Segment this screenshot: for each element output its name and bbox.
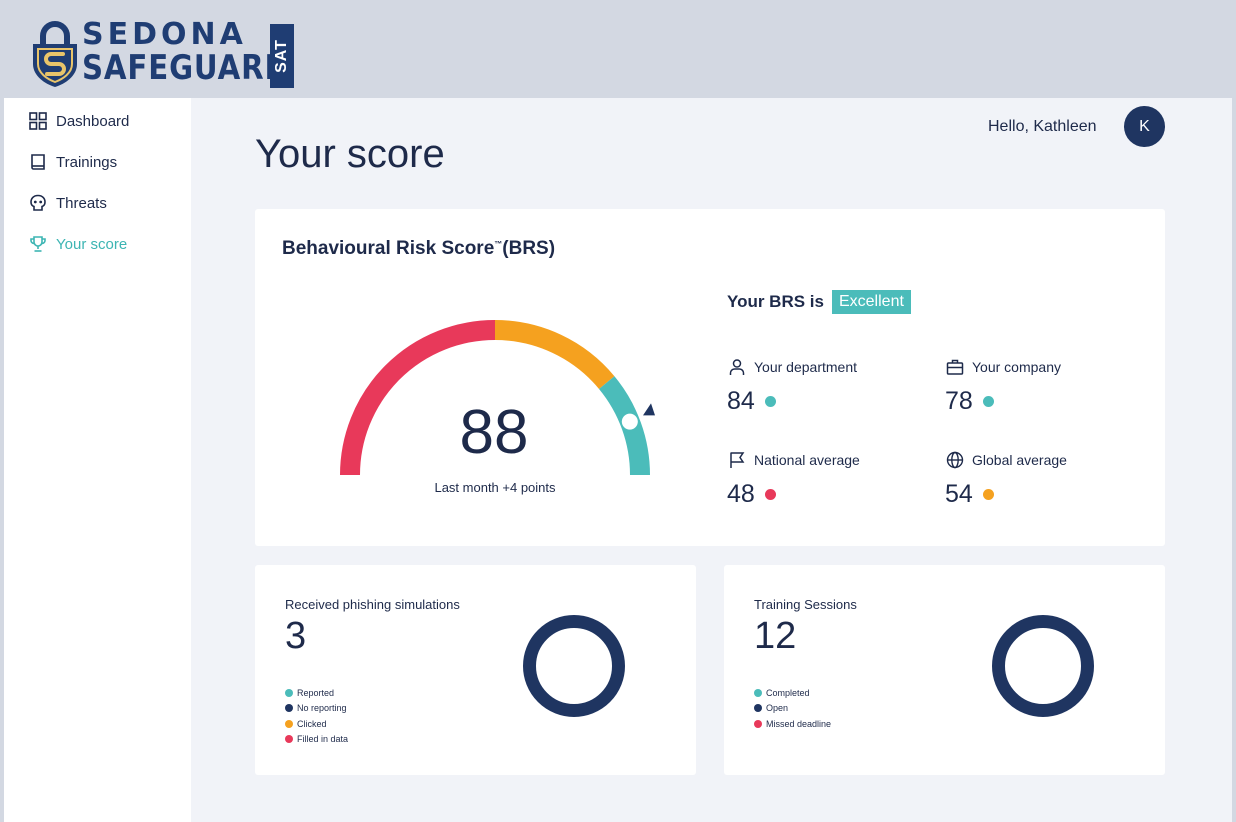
legend-label: Missed deadline: [766, 718, 832, 729]
brs-score: 88: [459, 398, 529, 467]
brs-trademark: ™: [494, 239, 503, 249]
book-icon: [28, 152, 48, 172]
legend-dot: [754, 719, 762, 728]
legend-label: Completed: [766, 687, 810, 698]
brs-card: Behavioural Risk Score™(BRS) 88 Last mon…: [255, 209, 1165, 546]
brand-line2: SAFEGUARD: [82, 48, 290, 88]
brand-logo[interactable]: SEDONA SAFEGUARD SAT: [30, 20, 323, 90]
stat-value: 84: [727, 387, 755, 415]
legend-label: Clicked: [297, 718, 327, 729]
gauge-arc-teal: [598, 376, 650, 476]
status-dot: [982, 489, 994, 500]
sidebar-item-threats[interactable]: Threats: [28, 191, 107, 215]
legend-label: No reporting: [297, 703, 347, 714]
status-dot: [982, 396, 994, 407]
main-content: Hello, Kathleen K Your score Behavioural…: [191, 98, 1232, 822]
gauge-arc-orange: [494, 320, 615, 390]
page-title: Your score: [255, 132, 445, 176]
phishing-donut-chart: [523, 615, 625, 717]
brs-title: Behavioural Risk Score™(BRS): [282, 238, 555, 260]
legend-dot: [285, 688, 293, 697]
legend-label: Open: [766, 703, 789, 714]
avatar[interactable]: K: [1124, 106, 1165, 147]
sidebar-item-your-score[interactable]: Your score: [28, 232, 127, 256]
brand-wordmark: SEDONA SAFEGUARD: [82, 17, 323, 88]
brs-gauge: [340, 320, 656, 476]
phishing-legend: Reported No reporting Clicked Filled in …: [285, 685, 348, 747]
training-card: Training Sessions 12 Completed Open Miss…: [724, 565, 1165, 775]
stat-value: 48: [727, 480, 755, 508]
sidebar-item-label: Dashboard: [56, 112, 130, 130]
stat-label: Your department: [754, 359, 857, 375]
flag-icon: [727, 450, 747, 470]
stat-value: 78: [945, 387, 973, 415]
grid-icon: [28, 111, 48, 131]
stat-global-average: Global average 54: [945, 450, 1145, 509]
stat-department: Your department 84: [727, 357, 927, 416]
training-legend: Completed Open Missed deadline: [754, 685, 831, 732]
brand-tag: SAT: [270, 24, 294, 88]
stat-national-average: National average 48: [727, 450, 927, 509]
legend-item: Open: [754, 701, 831, 717]
stat-company: Your company 78: [945, 357, 1145, 416]
stat-label: National average: [754, 452, 860, 468]
trophy-icon: [28, 234, 48, 254]
sidebar-item-label: Trainings: [56, 153, 118, 171]
legend-dot: [754, 704, 762, 713]
stat-value: 54: [945, 480, 973, 508]
training-title: Training Sessions: [754, 597, 857, 612]
legend-dot: [754, 688, 762, 697]
sidebar-item-label: Your score: [56, 235, 128, 253]
legend-label: Filled in data: [297, 734, 349, 745]
stat-label: Your company: [972, 359, 1061, 375]
legend-label: Reported: [297, 687, 335, 698]
stat-label: Global average: [972, 452, 1067, 468]
briefcase-icon: [945, 357, 965, 377]
skull-icon: [28, 193, 48, 213]
phishing-count: 3: [285, 615, 307, 657]
gauge-marker: [621, 413, 638, 430]
legend-item: Missed deadline: [754, 716, 831, 732]
legend-item: Clicked: [285, 716, 348, 732]
status-badge: Excellent: [831, 290, 911, 314]
gauge-pointer-icon: [643, 403, 656, 416]
top-header: SEDONA SAFEGUARD SAT: [0, 0, 1236, 98]
brs-title-suffix: (BRS): [502, 238, 556, 259]
training-donut-chart: [992, 615, 1094, 717]
status-dot: [764, 489, 776, 500]
training-count: 12: [754, 615, 797, 657]
legend-item: Reported: [285, 685, 348, 701]
legend-dot: [285, 719, 293, 728]
greeting-text: Hello, Kathleen: [988, 118, 1097, 135]
brand-line1: SEDONA: [82, 17, 247, 52]
sidebar-item-trainings[interactable]: Trainings: [28, 150, 117, 174]
status-dot: [764, 396, 776, 407]
globe-icon: [945, 450, 965, 470]
brand-tag-text: SAT: [273, 39, 290, 73]
brs-score-change: Last month +4 points: [434, 480, 556, 495]
brs-title-text: Behavioural Risk Score: [282, 238, 495, 259]
sidebar-item-dashboard[interactable]: Dashboard: [28, 109, 129, 133]
phishing-card: Received phishing simulations 3 Reported…: [255, 565, 696, 775]
window-edge: [1232, 98, 1236, 822]
brs-status-prefix: Your BRS is: [727, 292, 824, 311]
sidebar: Dashboard Trainings Threats Your score: [4, 98, 191, 822]
gauge-arc-red: [340, 320, 496, 476]
legend-dot: [285, 704, 293, 713]
sidebar-item-label: Threats: [56, 194, 107, 212]
phishing-title: Received phishing simulations: [285, 597, 460, 612]
legend-item: Filled in data: [285, 732, 348, 748]
brs-status: Your BRS is Excellent: [727, 290, 911, 314]
legend-dot: [285, 735, 293, 744]
legend-item: No reporting: [285, 701, 348, 717]
user-icon: [727, 357, 747, 377]
shield-lock-icon: [33, 21, 77, 87]
legend-item: Completed: [754, 685, 831, 701]
